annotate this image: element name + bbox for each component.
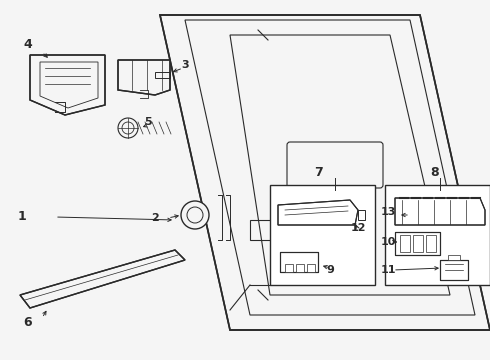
Text: 13: 13 [380,207,396,217]
Text: 6: 6 [24,315,32,328]
Text: 5: 5 [144,117,152,127]
Text: 8: 8 [431,166,440,180]
Text: 7: 7 [314,166,322,180]
Text: 9: 9 [326,265,334,275]
Polygon shape [278,200,358,225]
Bar [385,185,490,285]
Circle shape [118,118,138,138]
Text: 10: 10 [380,237,396,247]
Bar [296,264,304,272]
Polygon shape [395,232,440,255]
Bar [413,235,423,252]
Text: 4: 4 [24,39,32,51]
Polygon shape [30,55,105,115]
Bar [285,264,293,272]
Bar [448,255,460,260]
Bar [270,185,375,285]
Text: 3: 3 [181,60,189,70]
Text: 1: 1 [18,211,26,224]
Polygon shape [118,60,170,95]
Text: 11: 11 [380,265,396,275]
Polygon shape [160,15,490,330]
Polygon shape [440,260,468,280]
Polygon shape [395,198,485,225]
Bar [307,264,315,272]
Circle shape [181,201,209,229]
Text: 12: 12 [350,223,366,233]
Polygon shape [20,250,185,308]
Text: 2: 2 [151,213,159,223]
Bar [426,235,436,252]
Bar [400,235,410,252]
Polygon shape [280,252,318,272]
